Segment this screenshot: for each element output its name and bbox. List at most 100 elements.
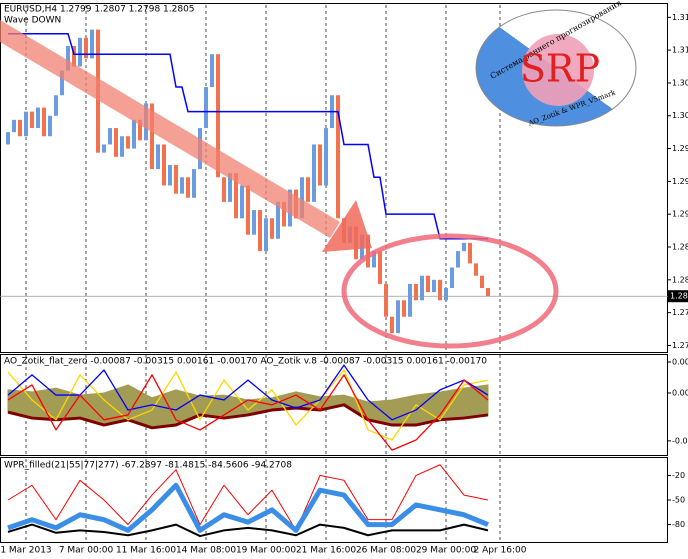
x-tick-label: 29 Mar 00:00 — [416, 546, 476, 556]
candle — [378, 251, 382, 284]
candle — [216, 54, 220, 178]
candle — [18, 119, 22, 137]
candle — [78, 37, 82, 67]
y-tick-label: 1.2865 — [672, 242, 688, 251]
candle — [42, 107, 46, 137]
chart-title: EURUSD,H4 1.2799 1.2807 1.2798 1.2805 — [4, 5, 195, 15]
candle — [108, 128, 112, 145]
candle — [156, 144, 160, 170]
wpr-title: WPR_filled(21|55|77|277) -67.2897 -81.48… — [4, 461, 292, 471]
candle — [252, 210, 256, 235]
y-tick-label: 0.00 — [672, 388, 688, 397]
candle — [372, 251, 376, 268]
indicator-line — [7, 374, 489, 451]
candle — [72, 46, 76, 67]
x-tick-label: 26 Mar 08:00 — [356, 546, 416, 556]
candle — [24, 111, 28, 137]
indicator-line — [7, 369, 489, 441]
candle — [114, 128, 118, 157]
y-tick-label: 1.2745 — [672, 341, 688, 350]
candle — [90, 29, 94, 59]
indicator-line — [7, 364, 489, 421]
candle — [84, 37, 88, 59]
candle — [240, 185, 244, 219]
x-tick-label: 1 Mar 2013 — [0, 546, 51, 556]
candle — [66, 46, 70, 71]
candle — [306, 177, 310, 202]
candle — [474, 263, 478, 276]
x-tick-label: 11 Mar 16:00 — [116, 546, 176, 556]
candle — [444, 288, 448, 301]
candle — [120, 136, 124, 157]
candle — [6, 132, 10, 145]
candle — [336, 95, 340, 219]
y-tick-label: 1.2985 — [672, 144, 688, 153]
candle — [456, 251, 460, 268]
candle — [54, 95, 58, 116]
candle — [258, 210, 262, 252]
candle — [402, 300, 406, 317]
candle — [228, 173, 232, 202]
candle — [450, 267, 454, 289]
candle — [396, 300, 400, 334]
candle — [234, 173, 238, 219]
y-tick-label: 1.2785 — [672, 308, 688, 317]
x-tick-label: 14 Mar 08:00 — [176, 546, 236, 556]
candle — [246, 185, 250, 235]
candle — [126, 136, 130, 149]
candle — [138, 119, 142, 141]
y-tick-label: 1.3025 — [672, 111, 688, 120]
candle — [60, 70, 64, 96]
x-tick-label: 21 Mar 16:00 — [296, 546, 356, 556]
candle — [12, 119, 16, 133]
trend-arrow-head — [322, 200, 372, 252]
y-tick-label: 1.2905 — [672, 210, 688, 219]
candle — [150, 103, 154, 170]
ao-title: AO_Zotik_flat_zero -0.00087 -0.00315 0.0… — [4, 357, 487, 367]
chart-subtitle: Wave DOWN — [4, 16, 61, 26]
y-tick-label: 1.3105 — [672, 46, 688, 55]
candle — [102, 144, 106, 153]
candle — [36, 107, 40, 129]
y-tick-label: 1.2945 — [672, 177, 688, 186]
candle — [486, 288, 490, 297]
candle — [420, 275, 424, 301]
wpr-panel — [0, 457, 668, 543]
candle — [276, 201, 280, 239]
candle — [186, 177, 190, 198]
candle — [438, 279, 442, 301]
y-tick-label: -80 — [672, 520, 685, 529]
last-price-box — [668, 290, 688, 303]
candle — [426, 275, 430, 293]
x-tick-label: 7 Mar 00:00 — [59, 546, 114, 556]
indicator-line — [7, 403, 489, 430]
candle — [414, 283, 418, 301]
candle — [432, 279, 436, 293]
candle — [468, 242, 472, 264]
candle — [312, 144, 316, 202]
candle — [132, 119, 136, 149]
candle — [48, 115, 52, 137]
candle — [282, 201, 286, 227]
candle — [180, 177, 184, 194]
candle — [174, 164, 178, 194]
target-ellipse — [341, 233, 559, 349]
y-tick-label: -0.01375 — [672, 436, 688, 445]
last-price-label: 1.2805 — [670, 292, 688, 301]
candle — [462, 242, 466, 252]
indicator-line — [7, 482, 489, 533]
candle — [408, 283, 412, 317]
candle — [264, 218, 268, 252]
candle — [366, 234, 370, 268]
logo-mark: SRP — [520, 47, 600, 91]
logo-circle — [522, 34, 594, 106]
y-tick-label: 0.00889 — [672, 358, 688, 367]
y-tick-label: 1.2825 — [672, 275, 688, 284]
candle — [300, 177, 304, 219]
y-tick-label: -20 — [672, 471, 685, 480]
candle — [192, 169, 196, 198]
candle — [384, 283, 388, 317]
candle — [318, 144, 322, 186]
candle — [162, 144, 166, 186]
